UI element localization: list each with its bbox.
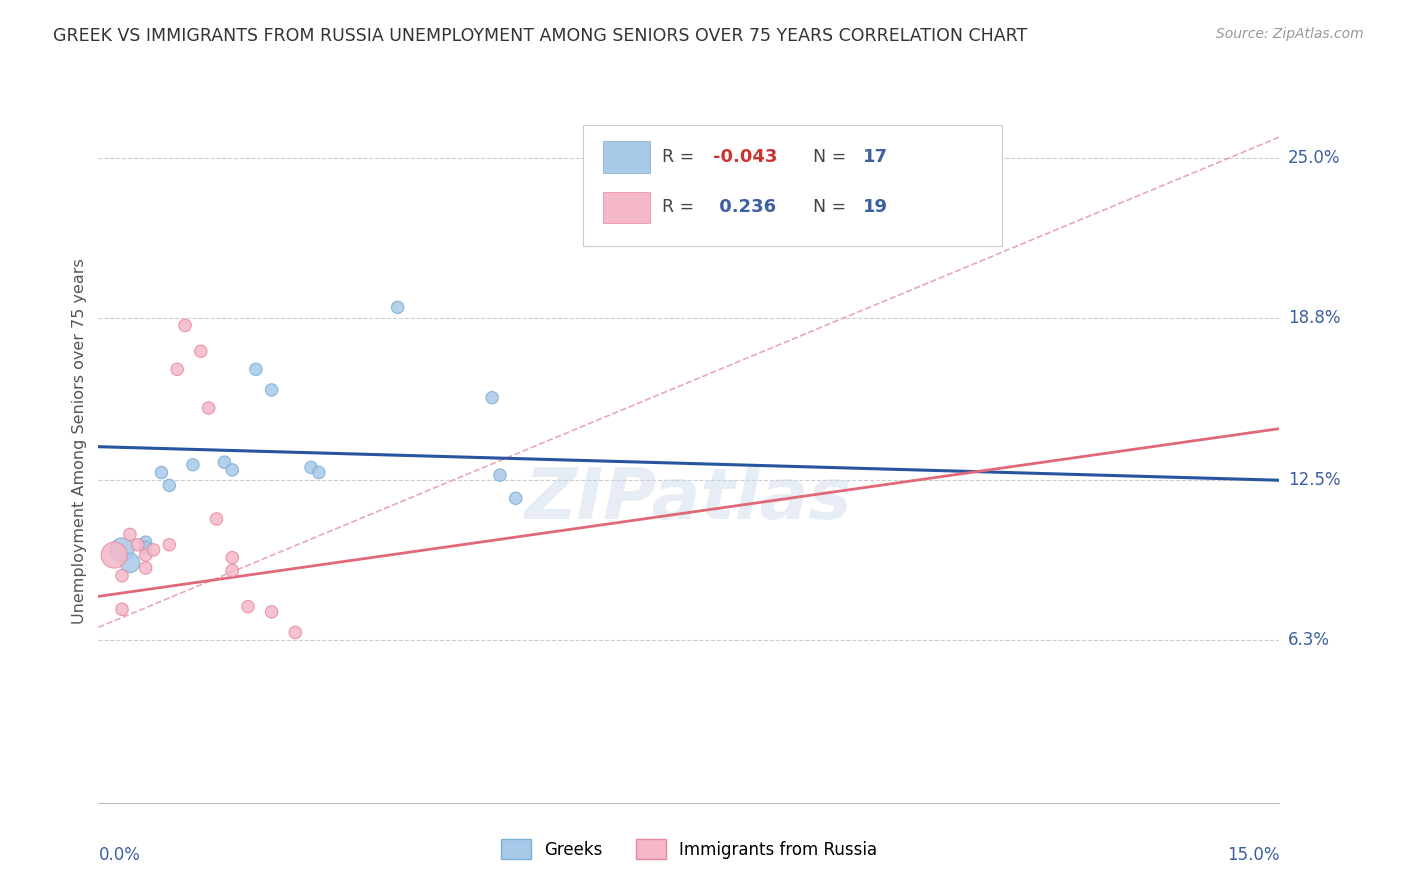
Point: [481, 391, 503, 405]
Text: 19: 19: [862, 198, 887, 217]
Text: GREEK VS IMMIGRANTS FROM RUSSIA UNEMPLOYMENT AMONG SENIORS OVER 75 YEARS CORRELA: GREEK VS IMMIGRANTS FROM RUSSIA UNEMPLOY…: [53, 27, 1028, 45]
Text: 18.8%: 18.8%: [1288, 309, 1340, 326]
Point: [387, 301, 409, 315]
Point: [197, 401, 219, 415]
Text: N =: N =: [813, 198, 846, 217]
Text: ZIPatlas: ZIPatlas: [526, 465, 852, 533]
Point: [135, 541, 157, 555]
Point: [157, 538, 180, 552]
Point: [221, 564, 243, 578]
Point: [221, 463, 243, 477]
Text: 12.5%: 12.5%: [1288, 471, 1340, 489]
Point: [111, 568, 134, 582]
Point: [135, 535, 157, 549]
FancyBboxPatch shape: [603, 192, 650, 223]
Point: [166, 362, 188, 376]
Text: -0.043: -0.043: [713, 148, 778, 166]
Point: [142, 542, 165, 557]
Text: 6.3%: 6.3%: [1288, 632, 1330, 649]
Point: [111, 542, 134, 557]
Point: [150, 466, 173, 480]
Point: [127, 538, 149, 552]
Text: Source: ZipAtlas.com: Source: ZipAtlas.com: [1216, 27, 1364, 41]
Point: [260, 605, 283, 619]
Point: [111, 602, 134, 616]
Legend: Greeks, Immigrants from Russia: Greeks, Immigrants from Russia: [501, 839, 877, 860]
Point: [103, 548, 125, 562]
Text: 0.236: 0.236: [713, 198, 776, 217]
Point: [299, 460, 322, 475]
Point: [118, 556, 141, 570]
Text: R =: R =: [662, 198, 695, 217]
Text: N =: N =: [813, 148, 846, 166]
Point: [205, 512, 228, 526]
Point: [174, 318, 197, 333]
Text: 0.0%: 0.0%: [98, 847, 141, 864]
Point: [221, 550, 243, 565]
Point: [236, 599, 259, 614]
Point: [308, 466, 330, 480]
Point: [214, 455, 236, 469]
Point: [157, 478, 180, 492]
Y-axis label: Unemployment Among Seniors over 75 years: Unemployment Among Seniors over 75 years: [72, 259, 87, 624]
Point: [489, 468, 512, 483]
FancyBboxPatch shape: [603, 141, 650, 173]
Text: R =: R =: [662, 148, 695, 166]
Point: [135, 561, 157, 575]
Point: [505, 491, 527, 506]
Point: [135, 548, 157, 562]
Text: 15.0%: 15.0%: [1227, 847, 1279, 864]
Point: [118, 527, 141, 541]
Point: [284, 625, 307, 640]
Point: [245, 362, 267, 376]
Point: [181, 458, 204, 472]
Point: [260, 383, 283, 397]
FancyBboxPatch shape: [582, 125, 1002, 246]
Point: [190, 344, 212, 359]
Text: 17: 17: [862, 148, 887, 166]
Text: 25.0%: 25.0%: [1288, 149, 1340, 167]
